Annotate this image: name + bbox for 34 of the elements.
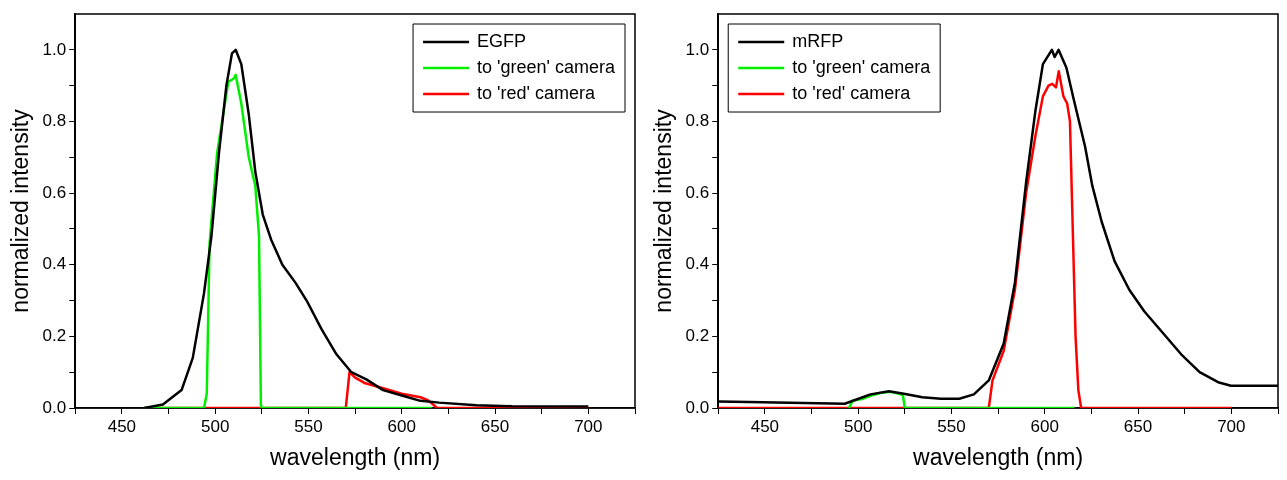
x-tick-label: 450 [750,416,780,436]
x-tick-label: 650 [480,416,510,436]
legend-label: EGFP [477,30,527,51]
y-axis-title: normalized intensity [7,108,34,313]
y-tick-label: 0.8 [42,111,67,131]
x-axis-title: wavelength (nm) [912,443,1084,470]
y-tick-label: 0.4 [42,254,67,274]
legend-label: to 'red' camera [792,82,912,103]
x-tick-label: 550 [294,416,323,436]
legend-label: to 'green' camera [477,56,616,77]
y-tick-label: 0.4 [685,254,710,274]
y-axis-title: normalized intensity [650,108,677,313]
y-tick-label: 1.0 [42,39,67,59]
y-tick-label: 0.0 [42,397,67,417]
x-tick-label: 500 [843,416,873,436]
legend-label: mRFP [792,30,844,51]
y-tick-label: 0.2 [42,326,67,346]
x-tick-label: 700 [1217,416,1246,436]
legend-label: to 'red' camera [477,82,596,103]
y-tick-label: 0.6 [685,182,710,202]
x-tick-label: 500 [200,416,230,436]
legend-label: to 'green' camera [792,56,932,77]
x-tick-label: 700 [574,416,603,436]
y-tick-label: 0.2 [685,326,710,346]
x-tick-label: 600 [1030,416,1059,436]
y-tick-label: 0.6 [42,182,67,202]
x-axis-title: wavelength (nm) [269,443,441,470]
y-tick-label: 0.0 [685,397,710,417]
x-tick-label: 450 [107,416,137,436]
x-tick-label: 550 [937,416,966,436]
x-tick-label: 600 [387,416,416,436]
y-tick-label: 0.8 [685,111,710,131]
x-tick-label: 650 [1123,416,1153,436]
y-tick-label: 1.0 [685,39,710,59]
